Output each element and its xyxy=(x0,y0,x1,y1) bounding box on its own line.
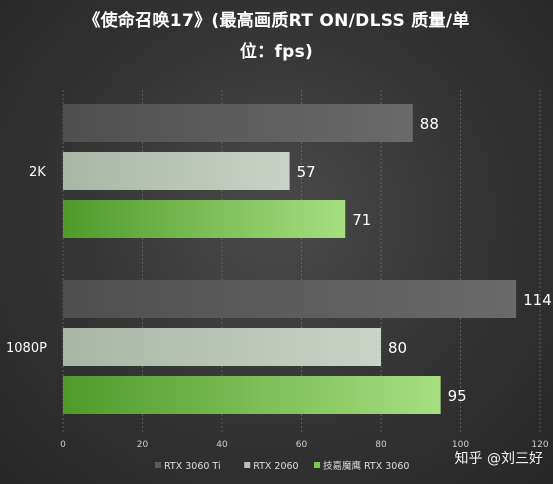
x-tick-label: 20 xyxy=(137,440,149,450)
legend-label: RTX 2060 xyxy=(253,461,298,472)
x-tick-label: 60 xyxy=(296,440,308,450)
bar xyxy=(63,152,290,190)
watermark: 知乎 @刘三好 xyxy=(454,451,543,467)
x-tick-label: 80 xyxy=(375,440,387,450)
category-label: 1080P xyxy=(6,341,47,356)
x-tick-label: 120 xyxy=(531,440,548,450)
legend-swatch xyxy=(155,462,161,468)
legend-swatch xyxy=(314,462,320,468)
chart-title: 《使命召唤17》(最高画质RT ON/DLSS 质量/单 位：fps) xyxy=(0,6,553,68)
bar xyxy=(63,376,441,414)
chart-title-line-2: 位：fps) xyxy=(239,42,314,62)
chart-title-line-1: 《使命召唤17》(最高画质RT ON/DLSS 质量/单 xyxy=(83,11,470,31)
legend-swatch xyxy=(244,462,251,468)
legend-label: RTX 3060 Ti xyxy=(164,461,221,472)
data-label: 95 xyxy=(448,387,467,405)
x-tick-label: 40 xyxy=(216,440,228,450)
data-label: 114 xyxy=(523,291,552,309)
legend-label: 技嘉魔鹰 RTX 3060 xyxy=(323,460,409,472)
x-tick-label: 0 xyxy=(60,440,66,450)
bar xyxy=(63,328,381,366)
bar xyxy=(63,280,517,318)
data-label: 57 xyxy=(297,163,316,181)
bar xyxy=(63,200,346,238)
bar xyxy=(63,104,413,142)
data-label: 80 xyxy=(388,339,407,357)
x-tick-label: 100 xyxy=(452,440,469,450)
category-label: 2K xyxy=(29,165,46,180)
data-label: 88 xyxy=(420,115,439,133)
data-label: 71 xyxy=(352,211,371,229)
